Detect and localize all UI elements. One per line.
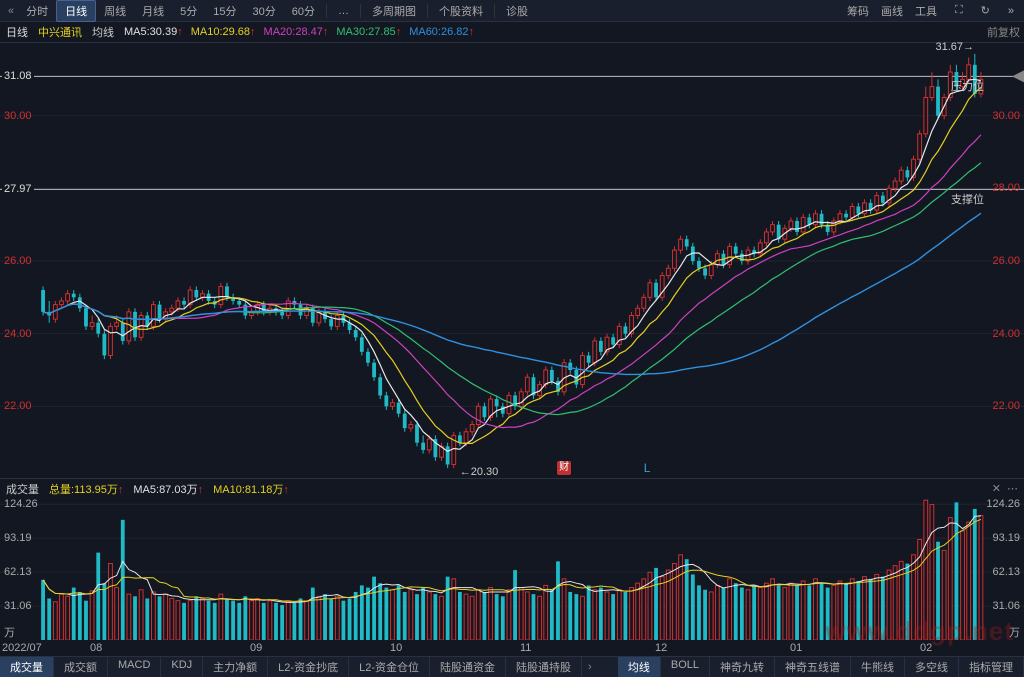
timeframe-tab[interactable]: 周线 — [96, 1, 134, 21]
timeframe-tab[interactable]: 月线 — [134, 1, 172, 21]
indicator-tab[interactable]: 陆股通持股 — [506, 657, 582, 677]
timeframe-tabs: « 分时日线周线月线5分15分30分60分…多周期图个股资料诊股 筹码画线工具 … — [0, 0, 1024, 22]
timeframe-tab[interactable]: 分时 — [18, 1, 56, 21]
y-axis-tick-right: 26.00 — [992, 255, 1020, 267]
tool-button[interactable]: 筹码 — [841, 1, 875, 21]
timeframe-tab[interactable]: … — [330, 3, 357, 19]
overlay-tab[interactable]: 均线 — [618, 657, 661, 677]
time-tick: 01 — [790, 642, 802, 654]
vol-readout: 总量:113.95万↑ — [49, 484, 123, 496]
jun-label: 均线 — [92, 24, 114, 40]
timeframe-tab[interactable]: 日线 — [56, 0, 96, 22]
time-tick: 11 — [520, 642, 531, 654]
time-tick: 12 — [655, 642, 667, 654]
vol-y-tick-right: 62.13 — [992, 566, 1020, 578]
indicator-tab[interactable]: 成交额 — [54, 657, 108, 677]
fullscreen-icon[interactable]: ⛶ — [949, 2, 969, 19]
scroll-right-icon[interactable]: › — [582, 659, 598, 675]
timeframe-tab[interactable]: 60分 — [284, 1, 323, 21]
cai-badge[interactable]: 财 — [557, 461, 571, 475]
y-axis-tick-right: 28.00 — [992, 182, 1020, 194]
l-mark: L — [644, 461, 651, 475]
low-mark: ←20.30 — [460, 466, 499, 478]
restoration-mode[interactable]: 前复权 — [987, 24, 1020, 40]
high-mark: 31.67→ — [935, 41, 974, 53]
vol-y-tick: 124.26 — [4, 498, 38, 510]
timeframe-tab[interactable]: 15分 — [205, 1, 244, 21]
overlay-tab[interactable]: 多空线 — [905, 657, 959, 677]
time-tick: 10 — [390, 642, 402, 654]
overlay-tab[interactable]: BOLL — [661, 657, 710, 677]
hline-label: 27.97 — [2, 183, 34, 195]
timeframe-tab[interactable]: 个股资料 — [431, 1, 491, 21]
ma-readout: MA10:29.68↑ — [191, 26, 256, 38]
ma-readout: MA60:26.82↑ — [409, 26, 474, 38]
indicator-tab[interactable]: L2-资金仓位 — [349, 657, 430, 677]
refresh-icon[interactable]: ↻ — [975, 2, 996, 19]
indicator-tabs: 成交量成交额MACDKDJ主力净额L2-资金抄底L2-资金仓位陆股通资金陆股通持… — [0, 656, 1024, 677]
settings-icon[interactable]: ⋯ — [1007, 482, 1018, 495]
timeframe-tab[interactable]: 诊股 — [498, 1, 536, 21]
vol-y-tick: 93.19 — [4, 532, 32, 544]
indicator-tab[interactable]: MACD — [108, 657, 161, 677]
overlay-tab[interactable]: 指标管理 — [959, 657, 1024, 677]
ma-info-bar: 日线 中兴通讯 均线 MA5:30.39↑ MA10:29.68↑ MA20:28.… — [0, 22, 1024, 42]
hline-label: 31.08 — [2, 70, 34, 82]
y-axis-tick-right: 22.00 — [992, 400, 1020, 412]
level-note: 压力位 — [951, 78, 984, 94]
y-axis-tick: 26.00 — [4, 255, 32, 267]
time-tick: 2022/07 — [2, 642, 42, 654]
y-axis-tick-right: 30.00 — [992, 110, 1020, 122]
tool-button[interactable]: 工具 — [909, 1, 943, 21]
y-axis-tick: 24.00 — [4, 328, 32, 340]
volume-label: 成交量 — [6, 481, 39, 497]
period-label: 日线 — [6, 24, 28, 40]
vol-y-tick-right: 31.06 — [992, 600, 1020, 612]
indicator-tab[interactable]: 陆股通资金 — [430, 657, 506, 677]
ma-readout: MA30:27.85↑ — [336, 26, 401, 38]
y-axis-tick-right: 24.00 — [992, 328, 1020, 340]
vol-y-tick: 31.06 — [4, 600, 32, 612]
timeframe-tab[interactable]: 多周期图 — [364, 1, 424, 21]
overlay-tab[interactable]: 神奇五线谱 — [775, 657, 851, 677]
vol-y-tick-right: 124.26 — [986, 498, 1020, 510]
y-axis-tick: 22.00 — [4, 400, 32, 412]
overlay-tab[interactable]: 神奇九转 — [710, 657, 775, 677]
vol-readout: MA10:81.18万↑ — [213, 484, 289, 496]
time-tick: 09 — [250, 642, 262, 654]
ma-readout: MA5:30.39↑ — [124, 26, 183, 38]
timeframe-tab[interactable]: 5分 — [172, 1, 205, 21]
volume-info-bar: 成交量 总量:113.95万↑ MA5:87.03万↑ MA10:81.18万↑ ✕… — [0, 478, 1024, 498]
price-chart[interactable]: 22.00 24.00 26.00 28.00 30.00 22.00 24.00 26.0… — [0, 42, 1024, 478]
vol-unit: 万 — [4, 624, 15, 640]
close-icon[interactable]: ✕ — [992, 482, 1001, 495]
vol-y-tick: 62.13 — [4, 566, 32, 578]
indicator-tab[interactable]: 主力净额 — [203, 657, 268, 677]
vol-y-tick-right: 93.19 — [992, 532, 1020, 544]
ma-readout: MA20:28.47↑ — [264, 26, 329, 38]
indicator-tab[interactable]: L2-资金抄底 — [268, 657, 349, 677]
tool-button[interactable]: 画线 — [875, 1, 909, 21]
y-axis-tick: 30.00 — [4, 110, 32, 122]
vol-readout: MA5:87.03万↑ — [133, 484, 203, 496]
indicator-tab[interactable]: KDJ — [161, 657, 203, 677]
nav-next-icon[interactable]: » — [1002, 3, 1020, 19]
overlay-tab[interactable]: 牛熊线 — [851, 657, 905, 677]
stock-name: 中兴通讯 — [38, 24, 82, 40]
timeframe-tab[interactable]: 30分 — [245, 1, 284, 21]
time-tick: 08 — [90, 642, 102, 654]
nav-prev-icon[interactable]: « — [4, 5, 18, 17]
indicator-tab[interactable]: 成交量 — [0, 657, 54, 677]
level-note: 支撑位 — [951, 191, 984, 207]
watermark: www.ddgp.net — [825, 616, 1014, 647]
